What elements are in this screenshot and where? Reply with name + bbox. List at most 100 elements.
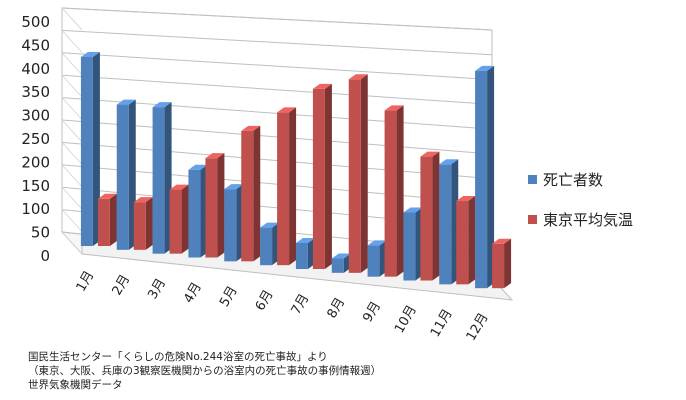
legend-item-tokyo-temp: 東京平均気温 [528, 208, 633, 230]
bar-top [224, 184, 244, 190]
x-tick-label: 4月 [181, 280, 205, 306]
y-tick-label: 400 [21, 60, 50, 78]
bar-top [133, 197, 153, 203]
bar-side [92, 52, 100, 247]
bar-side [253, 125, 261, 262]
x-tick-label: 10月 [392, 303, 420, 336]
legend-item-death-count: 死亡者数 [528, 168, 633, 190]
bar-front [384, 110, 397, 277]
source-note: 国民生活センター「くらしの危険No.244浴室の死亡事故」より （東京、大阪、兵… [28, 350, 381, 392]
bar-side [432, 151, 440, 281]
source-line-3: 世界気象機関データ [28, 379, 123, 391]
x-tick-label: 5月 [217, 284, 241, 310]
bar-top [439, 159, 459, 165]
bar-front [348, 79, 361, 273]
bar-front [152, 107, 165, 254]
x-tick-label: 11月 [428, 307, 456, 340]
y-tick-label: 100 [21, 200, 50, 218]
x-tick-label: 9月 [360, 299, 384, 325]
bar-front [492, 243, 505, 289]
bar-top [205, 153, 225, 159]
gridline-side [61, 186, 83, 210]
bar-front [133, 202, 146, 250]
y-tick-label: 250 [21, 130, 50, 148]
bar-front [169, 189, 182, 254]
bar-front [456, 201, 469, 285]
bar-top [295, 237, 315, 243]
bar-front [80, 57, 93, 247]
bar-side [217, 153, 225, 258]
bar-top [312, 83, 332, 89]
gridline-side [61, 74, 83, 98]
x-tick-label: 6月 [253, 288, 277, 314]
bar-top [116, 99, 136, 105]
bar-front [260, 227, 273, 266]
gridline [61, 74, 493, 105]
bar-front [420, 156, 433, 281]
bar-top [260, 222, 280, 228]
bar-top [384, 105, 404, 111]
bar-front [295, 242, 308, 270]
legend-swatch-death-count [528, 174, 537, 184]
gridline-side [61, 30, 83, 53]
x-tick-label: 12月 [464, 311, 492, 344]
legend-label-death-count: 死亡者数 [543, 170, 604, 189]
bar-top [188, 164, 208, 170]
bar-top [97, 193, 117, 199]
y-tick-label: 150 [21, 177, 50, 195]
x-tick-label: 1月 [74, 268, 98, 294]
bar-front [277, 112, 290, 266]
bar-front [403, 212, 416, 281]
bar-top [403, 207, 423, 213]
y-tick-label: 50 [31, 224, 50, 242]
gridline-side [61, 97, 83, 120]
y-tick-label: 300 [21, 107, 50, 125]
bar-side [504, 238, 512, 289]
gridline-side [61, 52, 83, 76]
bar-side [289, 107, 297, 266]
legend-label-tokyo-temp: 東京平均気温 [543, 210, 634, 229]
bar-top [367, 240, 387, 246]
x-tick-label: 8月 [325, 295, 349, 321]
bar-top [331, 253, 351, 259]
bar-front [439, 164, 452, 285]
gridline-side [61, 7, 83, 31]
y-tick-label: 500 [21, 13, 50, 31]
source-line-2: （東京、大阪、兵庫の3観察医機関からの浴室内の死亡事故の事例情報週） [28, 365, 382, 377]
bar-front [241, 130, 254, 262]
bar-side [360, 74, 368, 273]
bar-top [277, 107, 297, 113]
x-tick-label: 3月 [145, 276, 169, 302]
bar-top [169, 184, 189, 190]
bar-top [456, 196, 476, 202]
bar-side [181, 184, 189, 254]
bar-front [331, 258, 344, 273]
bar-top [475, 65, 495, 71]
gridline-side [61, 164, 83, 188]
y-tick-label: 0 [40, 247, 50, 265]
gridline-side [61, 209, 83, 232]
bar-side [109, 193, 117, 247]
source-line-1: 国民生活センター「くらしの危険No.244浴室の死亡事故」より [28, 351, 328, 363]
bar-side [487, 65, 495, 289]
y-tick-label: 200 [21, 153, 50, 171]
gridline [61, 7, 493, 31]
gridline-side [61, 119, 83, 143]
bar-side [396, 105, 404, 277]
bar-top [152, 102, 172, 108]
bar-side [145, 197, 153, 250]
bar-front [188, 169, 201, 258]
bar-side [324, 83, 332, 270]
legend-swatch-tokyo-temp [528, 214, 537, 224]
bar-side [468, 196, 476, 285]
bar-top [80, 52, 100, 58]
bar-front [205, 158, 218, 258]
bar-top [348, 74, 368, 80]
bar-front [97, 198, 110, 247]
gridline [61, 29, 493, 56]
bar-front [367, 245, 380, 277]
bar-top [420, 151, 440, 157]
y-tick-label: 350 [21, 83, 50, 101]
bar-front [475, 70, 488, 289]
